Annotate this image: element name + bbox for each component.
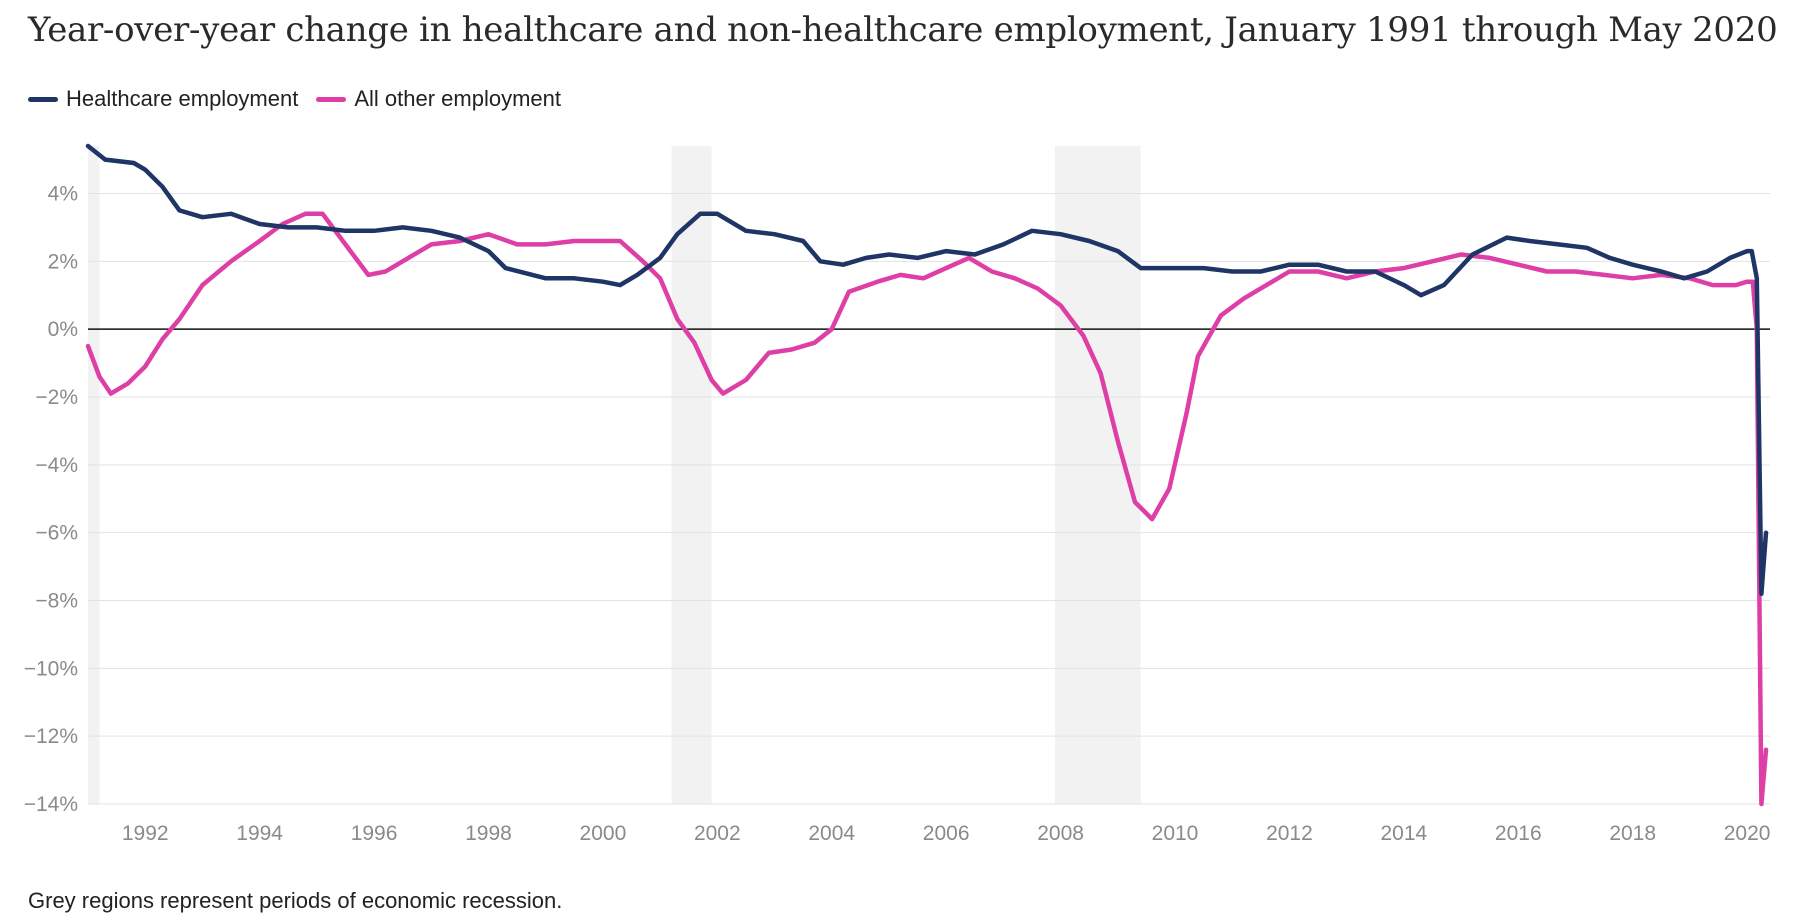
x-tick-label: 2010 [1152,822,1199,845]
x-tick-label: 2008 [1037,822,1084,845]
recession-bands [88,146,1141,804]
x-tick-label: 1996 [351,822,398,845]
recession-band-1 [671,146,712,804]
y-tick-label: −4% [35,454,78,477]
x-tick-label: 1992 [122,822,169,845]
line-chart: 4%2%0%−2%−4%−6%−8%−10%−12%−14% 1992 1994 1… [24,143,1771,845]
legend-item-healthcare: Healthcare employment [28,86,298,112]
y-axis-labels: 4% 2% 0% −2% −4% −6% −8% −10% −12% −14% [24,182,78,816]
chart-title: Year-over-year change in healthcare and … [28,10,1778,50]
x-tick-label: 2016 [1495,822,1542,845]
x-axis-labels: 1992 1994 1996 1998 2000 2002 2004 2006 2008 2010… [122,822,1771,845]
recession-band-0 [88,146,100,804]
y-tick-label: −8% [35,589,78,612]
x-tick-label: 2000 [580,822,627,845]
series-line-healthcare [85,143,1769,596]
series-lines [85,143,1769,807]
y-tick-label: 0% [48,318,78,341]
x-tick-label: 2014 [1380,822,1427,845]
series-line-other [85,211,1769,807]
footnote: Grey regions represent periods of econom… [28,888,563,913]
x-tick-label: 2006 [923,822,970,845]
legend-swatch-healthcare [28,96,58,102]
gridlines [88,192,1770,805]
legend-item-other: All other employment [316,86,561,112]
x-tick-label: 2012 [1266,822,1313,845]
x-tick-label: 2004 [808,822,855,845]
legend-label-healthcare: Healthcare employment [66,86,299,111]
y-tick-label: −14% [24,793,78,816]
legend-swatch-other [316,96,347,102]
x-tick-label: 2020 [1724,822,1771,845]
y-tick-label: −10% [24,657,78,680]
legend: Healthcare employment All other employme… [28,86,561,112]
y-tick-label: −2% [35,386,78,409]
legend-label-other: All other employment [354,86,561,111]
x-tick-label: 1994 [236,822,283,845]
x-tick-label: 2002 [694,822,741,845]
y-tick-label: 4% [48,182,78,205]
y-tick-label: 2% [48,250,78,273]
y-tick-label: −12% [24,725,78,748]
y-tick-label: −6% [35,522,78,545]
x-tick-label: 1998 [465,822,512,845]
x-tick-label: 2018 [1609,822,1656,845]
